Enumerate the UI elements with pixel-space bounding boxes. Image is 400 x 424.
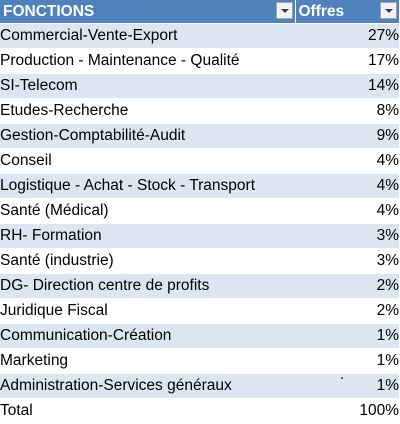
offers-cell[interactable]: 17% [295,48,399,74]
offers-cell[interactable]: 14% [295,73,399,99]
function-cell[interactable]: Gestion-Comptabilité-Audit [0,123,295,149]
function-cell[interactable]: Santé (industrie) [0,248,295,274]
table-row[interactable]: Administration-Services généraux 1% [0,373,399,399]
offers-cell[interactable]: 4% [295,173,399,199]
table-row[interactable]: Juridique Fiscal 2% [0,298,399,324]
function-cell[interactable]: Commercial-Vente-Export [0,23,295,49]
total-row[interactable]: Total 100% [0,398,399,424]
function-cell[interactable]: DG- Direction centre de profits [0,273,295,299]
offers-cell[interactable]: 27% [295,23,399,49]
table-row[interactable]: DG- Direction centre de profits 2% [0,273,399,299]
function-cell[interactable]: RH- Formation [0,223,295,249]
header-row: FONCTIONS Offres [0,0,400,24]
header-label-function: FONCTIONS [3,3,95,20]
table-row[interactable]: Etudes-Recherche 8% [0,98,399,124]
header-label-offers: Offres [298,3,345,20]
table-row[interactable]: Gestion-Comptabilité-Audit 9% [0,123,399,149]
function-cell[interactable]: SI-Telecom [0,73,295,99]
stray-dot [341,377,343,379]
table-row[interactable]: Santé (industrie) 3% [0,248,399,274]
total-value-cell[interactable]: 100% [295,398,399,424]
function-cell[interactable]: Logistique - Achat - Stock - Transport [0,173,295,199]
total-label-cell[interactable]: Total [0,398,295,424]
table-row[interactable]: Marketing 1% [0,348,399,374]
offers-cell[interactable]: 2% [295,273,399,299]
header-cell-function[interactable]: FONCTIONS [0,0,296,24]
offers-cell[interactable]: 1% [295,373,399,399]
table-row[interactable]: Conseil 4% [0,148,399,174]
table-row[interactable]: Santé (Médical) 4% [0,198,399,224]
offers-cell[interactable]: 1% [295,323,399,349]
function-cell[interactable]: Production - Maintenance - Qualité [0,48,295,74]
table-row[interactable]: Commercial-Vente-Export 27% [0,23,399,49]
function-cell[interactable]: Marketing [0,348,295,374]
function-cell[interactable]: Administration-Services généraux [0,373,295,399]
filter-dropdown-icon[interactable] [275,2,293,19]
offers-cell[interactable]: 3% [295,248,399,274]
table-row[interactable]: SI-Telecom 14% [0,73,399,99]
table-row[interactable]: Production - Maintenance - Qualité 17% [0,48,399,74]
table-row[interactable]: RH- Formation 3% [0,223,399,249]
header-cell-offers[interactable]: Offres [295,0,400,24]
function-cell[interactable]: Conseil [0,148,295,174]
filter-dropdown-icon[interactable] [379,2,397,19]
function-cell[interactable]: Etudes-Recherche [0,98,295,124]
offers-cell[interactable]: 8% [295,98,399,124]
function-cell[interactable]: Juridique Fiscal [0,298,295,324]
offers-cell[interactable]: 3% [295,223,399,249]
function-cell[interactable]: Communication-Création [0,323,295,349]
table-row[interactable]: Communication-Création 1% [0,323,399,349]
offers-cell[interactable]: 4% [295,148,399,174]
table-row[interactable]: Logistique - Achat - Stock - Transport 4% [0,173,399,199]
offers-cell[interactable]: 9% [295,123,399,149]
offers-cell[interactable]: 4% [295,198,399,224]
offers-cell[interactable]: 2% [295,298,399,324]
offers-cell[interactable]: 1% [295,348,399,374]
function-cell[interactable]: Santé (Médical) [0,198,295,224]
